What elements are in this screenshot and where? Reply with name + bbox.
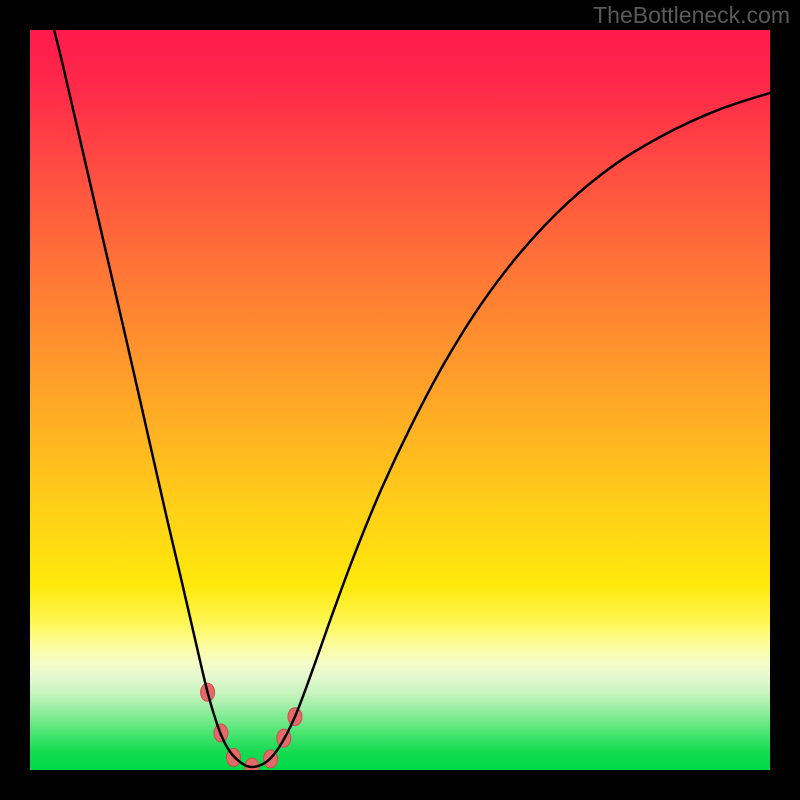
chart-stage: TheBottleneck.com — [0, 0, 800, 800]
curve-markers — [201, 683, 302, 770]
bottleneck-curve — [45, 30, 770, 767]
curve-layer — [30, 30, 770, 770]
watermark-text: TheBottleneck.com — [593, 2, 790, 29]
plot-area — [30, 30, 770, 770]
